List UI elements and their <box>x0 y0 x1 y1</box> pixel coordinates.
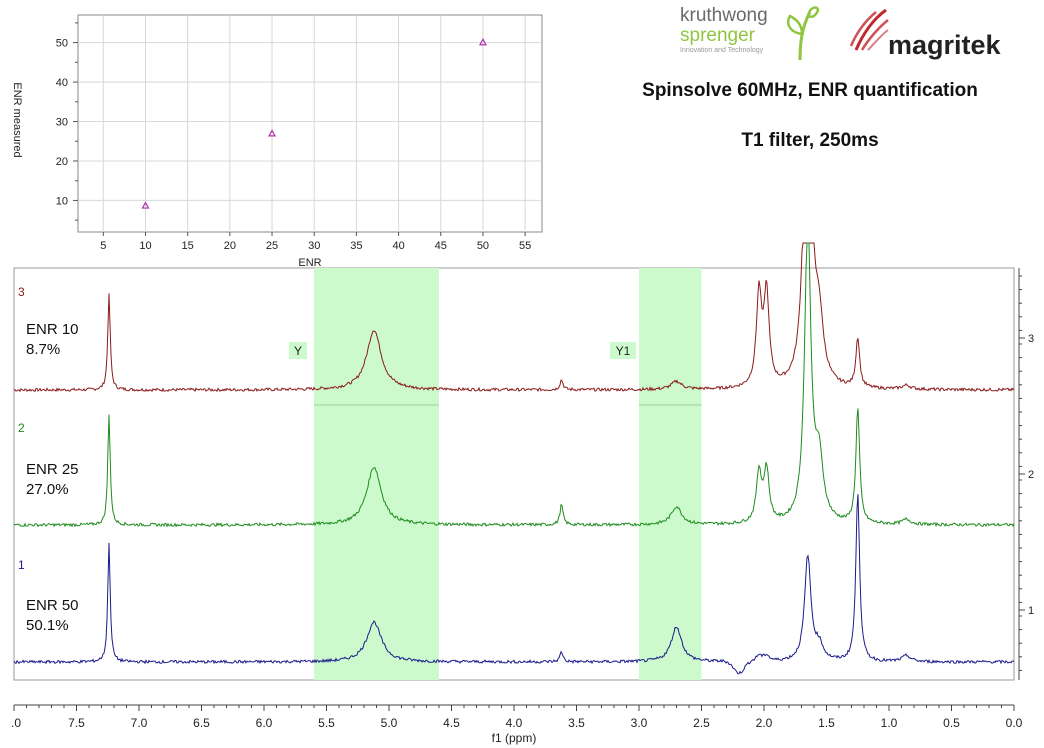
ppm-tick-label: 3.5 <box>568 716 585 730</box>
integration-label-box <box>289 342 307 359</box>
integration-label: Y <box>294 344 302 358</box>
ppm-tick-label: 2.5 <box>693 716 710 730</box>
scatter-point <box>268 129 277 137</box>
scatter-ytick-label: 10 <box>56 195 68 207</box>
right-axis-tick-label: 2 <box>1028 469 1034 481</box>
right-axis-tick-label: 3 <box>1028 333 1034 345</box>
ppm-tick-label: 6.5 <box>193 716 210 730</box>
logo-kw-tagline: Innovation and Technology <box>680 47 764 54</box>
ppm-tick-label: 7.5 <box>68 716 85 730</box>
scatter-ytick-label: 30 <box>56 117 68 129</box>
ppm-tick-label: 0.0 <box>1006 716 1023 730</box>
scatter-plot-area <box>77 14 543 233</box>
right-axis-tick-label: 1 <box>1028 605 1034 617</box>
scatter-xtick-label: 10 <box>139 240 151 252</box>
integration-label-box <box>610 342 636 359</box>
spectrum-percent-label: 27.0% <box>26 481 69 498</box>
scatter-x-axis-label: ENR <box>298 257 321 269</box>
scatter-point <box>478 37 487 46</box>
scatter-point <box>141 201 150 209</box>
spectrum-index-label: 3 <box>18 285 25 299</box>
spectrum-percent-label: 8.7% <box>26 341 60 358</box>
scatter-xtick-label: 20 <box>224 240 236 252</box>
page-title: Spinsolve 60MHz, ENR quantification <box>642 80 978 101</box>
scatter-xtick-label: 30 <box>308 240 320 252</box>
scatter-y-axis-label: ENR measured <box>11 82 23 157</box>
ppm-tick-label: 1.5 <box>818 716 835 730</box>
spectrum-name-label: ENR 10 <box>26 321 79 338</box>
scatter-xtick-label: 25 <box>266 240 278 252</box>
ppm-tick-label: 4.5 <box>443 716 460 730</box>
scatter-xtick-label: 40 <box>392 240 404 252</box>
scatter-xtick-label: 45 <box>435 240 447 252</box>
spectrum-name-label: ENR 25 <box>26 461 79 478</box>
scatter-ytick-label: 20 <box>56 156 68 168</box>
scatter-xtick-label: 55 <box>519 240 531 252</box>
spectrum-percent-label: 50.1% <box>26 617 69 634</box>
integration-region <box>639 268 702 680</box>
spectrum-index-label: 2 <box>18 421 25 435</box>
integration-label: Y1 <box>616 344 631 358</box>
scatter-xtick-label: 50 <box>477 240 489 252</box>
logo-kw-line1: kruthwong <box>680 5 768 26</box>
scatter-xtick-label: 5 <box>100 240 106 252</box>
integration-region <box>314 268 439 680</box>
spectrum-line <box>13 494 1015 675</box>
ppm-tick-label: 5.5 <box>318 716 335 730</box>
magritek-logo: magritek <box>888 30 1001 60</box>
ppm-tick-label: 0.5 <box>943 716 960 730</box>
kruthwong-sprenger-logo: kruthwong sprenger Innovation and Techno… <box>680 6 768 55</box>
spectrum-name-label: ENR 50 <box>26 597 79 614</box>
ppm-tick-label: 7.0 <box>131 716 148 730</box>
scatter-ytick-label: 40 <box>56 77 68 89</box>
ppm-tick-label: 2.0 <box>756 716 773 730</box>
scatter-xtick-label: 35 <box>350 240 362 252</box>
ppm-axis-label: f1 (ppm) <box>492 731 537 745</box>
spectrum-line <box>13 242 1015 528</box>
ppm-tick-label: 6.0 <box>256 716 273 730</box>
ppm-tick-label: 5.0 <box>381 716 398 730</box>
ppm-tick-label: .0 <box>11 716 21 730</box>
nmr-plot-frame <box>13 267 1015 681</box>
spectrum-index-label: 1 <box>18 558 25 572</box>
ppm-tick-label: 3.0 <box>631 716 648 730</box>
logo-kw-line2: sprenger <box>680 25 755 46</box>
ppm-tick-label: 1.0 <box>881 716 898 730</box>
page-subtitle: T1 filter, 250ms <box>741 130 879 151</box>
magritek-waves-icon <box>849 8 889 51</box>
scatter-ytick-label: 50 <box>56 38 68 50</box>
ppm-tick-label: 4.0 <box>506 716 523 730</box>
sprout-icon <box>786 6 820 61</box>
scatter-chart: 5 10 15 20 25 30 35 40 45 50 55 10 20 30 40 50 ENR ENR me… <box>11 14 543 269</box>
scatter-xtick-label: 15 <box>182 240 194 252</box>
